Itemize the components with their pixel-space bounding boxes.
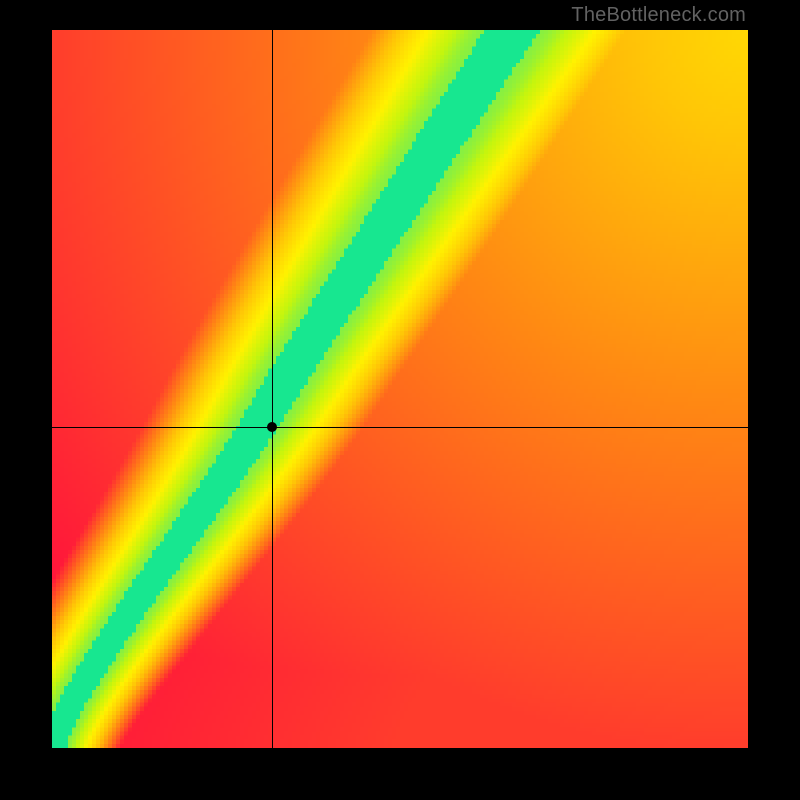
crosshair-vertical bbox=[272, 30, 273, 748]
crosshair-horizontal bbox=[52, 427, 748, 428]
bottleneck-heatmap bbox=[52, 30, 748, 748]
selected-point-marker bbox=[267, 422, 277, 432]
chart-container bbox=[52, 30, 748, 748]
watermark-text: TheBottleneck.com bbox=[571, 4, 746, 27]
